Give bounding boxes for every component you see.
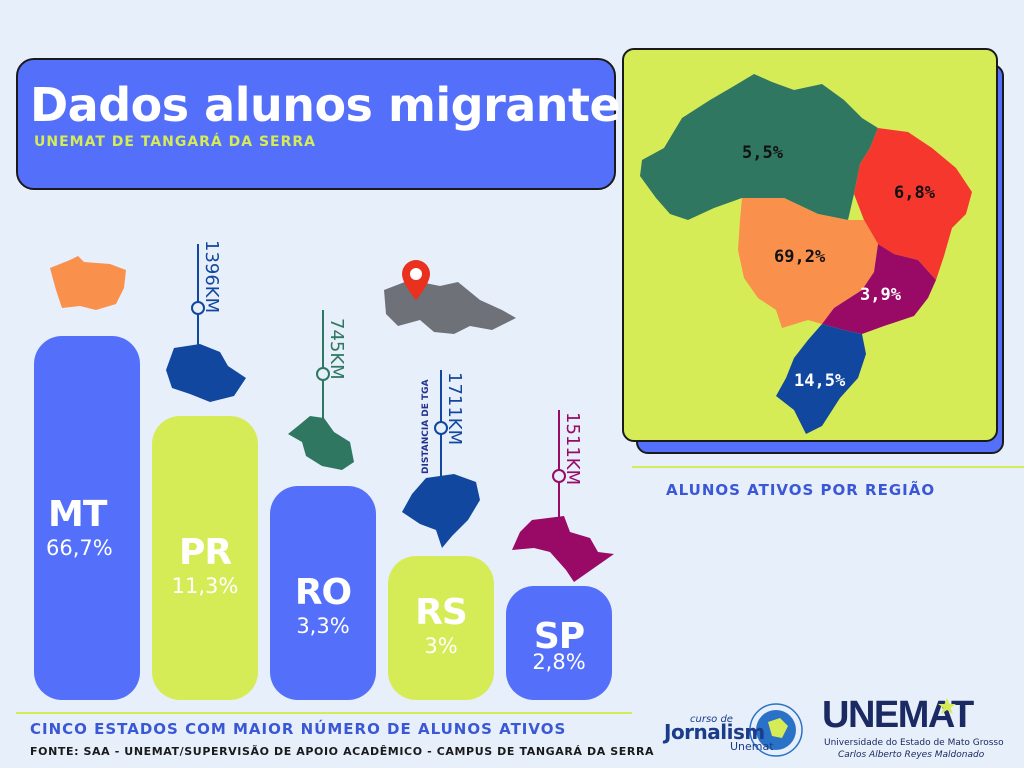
bar-label-mt: MT	[48, 494, 107, 535]
pr-state-icon	[166, 344, 246, 402]
bar-ro	[270, 486, 376, 700]
rs-state-icon	[402, 474, 480, 548]
bottom-divider	[16, 712, 632, 714]
bar-label-rs: RS	[415, 592, 468, 633]
bar-value-pr: 11,3%	[171, 574, 239, 598]
page-title: Dados alunos migrantes	[30, 78, 648, 132]
unemat-logo: UNEMAT Universidade do Estado de Mato Gr…	[822, 694, 1022, 762]
star-icon	[938, 698, 956, 714]
distance-label-sp: 1511KM	[562, 412, 583, 486]
journal-logo-line1: curso de	[690, 714, 733, 725]
map-label-north: 5,5%	[742, 143, 784, 163]
mt-state-icon	[50, 256, 126, 310]
bar-sp	[506, 586, 612, 700]
journal-logo-line2: Jornalism	[664, 720, 765, 744]
map-label-south: 14,5%	[794, 371, 846, 391]
journalism-course-logo: curso de Jornalism Unemat	[664, 700, 814, 757]
journal-logo-line3: Unemat	[730, 740, 774, 753]
map-region-southeast	[822, 244, 936, 334]
bar-value-sp: 2,8%	[532, 650, 586, 674]
bar-mt	[34, 336, 140, 700]
source-note: FONTE: SAA - UNEMAT/SUPERVISÃO DE APOIO …	[30, 745, 655, 758]
unemat-campus-name: Carlos Alberto Reyes Maldonado	[838, 750, 985, 760]
brazil-region-map: 5,5% 6,8% 69,2% 3,9% 14,5%	[640, 74, 972, 434]
sp-state-icon	[512, 516, 614, 582]
bar-rs	[388, 556, 494, 700]
map-label-southeast: 3,9%	[860, 285, 902, 305]
tga-location-map	[384, 260, 516, 334]
bar-label-sp: SP	[533, 616, 585, 657]
map-region-centerwest	[738, 198, 878, 328]
map-label-northeast: 6,8%	[894, 183, 936, 203]
bar-label-ro: RO	[294, 572, 352, 613]
distance-label-rs: 1711KM	[444, 372, 465, 446]
map-region-northeast	[854, 128, 972, 280]
bar-label-pr: PR	[178, 532, 232, 573]
unemat-full-name: Universidade do Estado de Mato Grosso	[824, 738, 1004, 748]
map-caption: ALUNOS ATIVOS POR REGIÃO	[666, 481, 936, 499]
title-card	[16, 58, 616, 190]
page-subtitle: UNEMAT DE TANGARÁ DA SERRA	[34, 134, 317, 150]
map-region-south	[776, 324, 866, 434]
map-divider	[632, 466, 1024, 468]
bar-chart-caption: CINCO ESTADOS COM MAIOR NÚMERO DE ALUNOS…	[30, 720, 567, 738]
globe-icon	[749, 703, 803, 757]
bar-value-rs: 3%	[424, 634, 458, 658]
map-label-centerwest: 69,2%	[774, 247, 826, 267]
bar-value-ro: 3,3%	[296, 614, 350, 638]
unemat-wordmark: UNEMAT	[822, 694, 974, 736]
map-region-north	[640, 74, 878, 220]
distance-label-pr: 1396KM	[201, 240, 222, 314]
bar-pr	[152, 416, 258, 700]
distance-label-ro: 745KM	[326, 318, 347, 380]
bar-value-mt: 66,7%	[46, 536, 113, 560]
ro-state-icon	[288, 416, 354, 470]
distance-title: DISTANCIA DE TGA	[421, 379, 431, 474]
